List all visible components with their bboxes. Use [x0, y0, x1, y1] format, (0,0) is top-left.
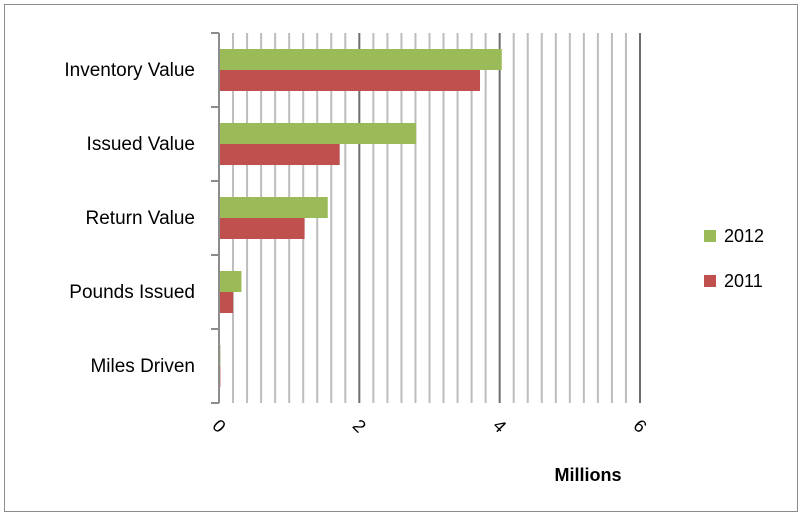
x-tick-label: 2 — [349, 415, 370, 436]
legend-swatch-2011 — [704, 275, 716, 287]
axes — [211, 32, 220, 404]
x-tick-label: 6 — [629, 415, 650, 436]
category-label: Pounds Issued — [69, 282, 195, 303]
x-tick-label: 4 — [489, 415, 510, 436]
category-label: Inventory Value — [64, 60, 195, 81]
bar-2011-issued-value — [219, 144, 340, 165]
category-labels: Inventory Value Issued Value Return Value P… — [64, 60, 195, 377]
bar-2011-return-value — [219, 218, 305, 239]
category-label: Miles Driven — [90, 356, 195, 377]
bar-2012-pounds-issued — [219, 271, 242, 292]
legend-swatch-2012 — [704, 230, 716, 242]
x-axis-title: Millions — [555, 465, 622, 485]
bar-2011-pounds-issued — [219, 292, 234, 313]
bars — [219, 49, 502, 387]
bar-2012-return-value — [219, 197, 328, 218]
x-tick-label: 0 — [208, 415, 229, 436]
category-label: Issued Value — [87, 134, 195, 155]
bar-2012-issued-value — [219, 123, 417, 144]
bar-2012-inventory-value — [219, 49, 502, 70]
legend: 2012 2011 — [704, 226, 764, 291]
bar-2011-inventory-value — [219, 70, 481, 91]
legend-label-2012: 2012 — [724, 226, 764, 246]
grid-lines — [232, 33, 641, 403]
category-label: Return Value — [86, 208, 196, 229]
legend-label-2011: 2011 — [724, 271, 763, 291]
tick-labels: 0 2 4 6 — [208, 415, 650, 436]
